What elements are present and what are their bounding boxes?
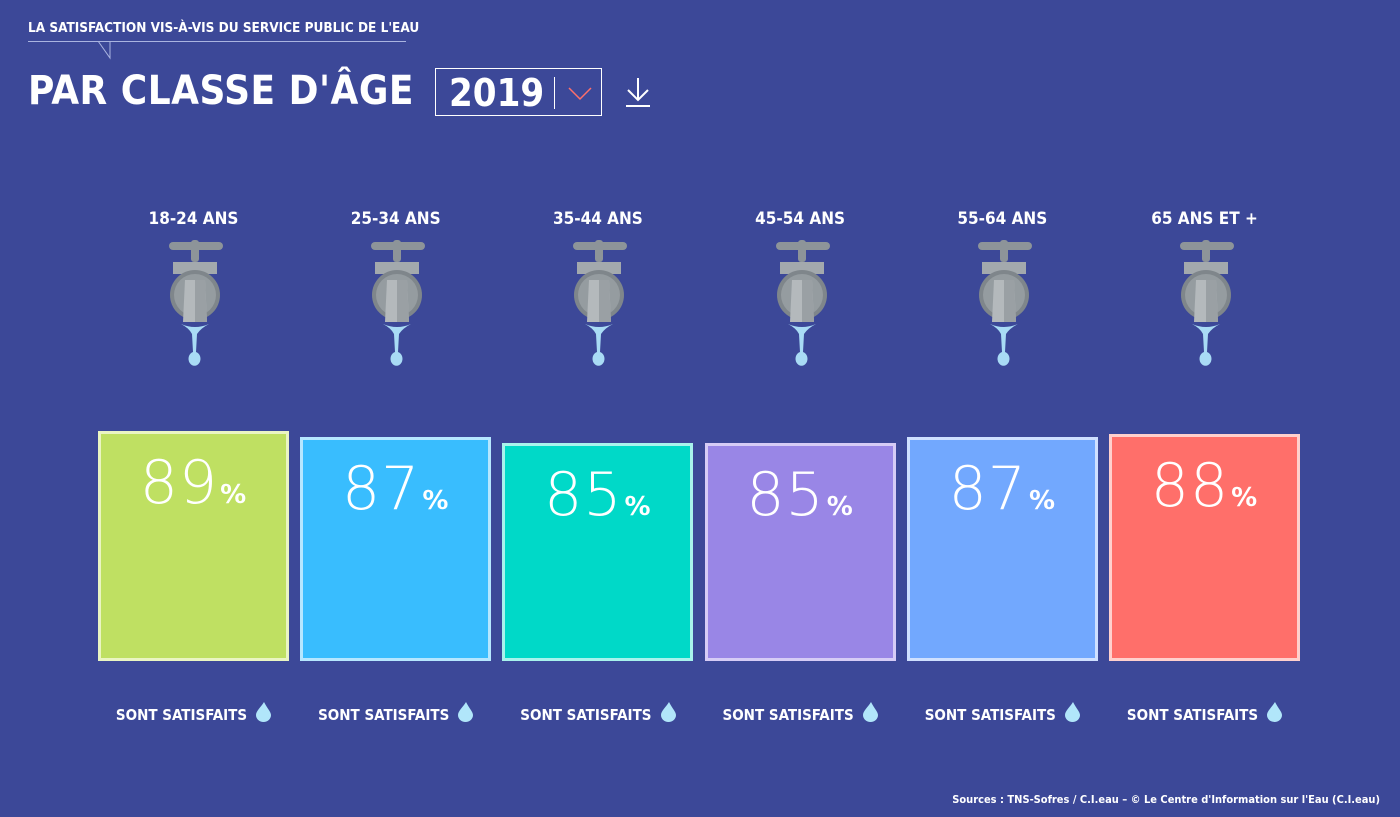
- age-label: 25-34 ANS: [350, 209, 441, 229]
- download-icon[interactable]: [624, 76, 652, 108]
- bar-value-label: 87%: [910, 454, 1095, 524]
- label-text: SONT SATISFAITS: [1126, 706, 1259, 724]
- select-divider: [554, 77, 555, 109]
- kicker: LA SATISFACTION VIS-À-VIS DU SERVICE PUB…: [28, 20, 420, 36]
- label-text: SONT SATISFAITS: [520, 706, 652, 724]
- unit: %: [220, 480, 248, 510]
- value: 87: [948, 454, 1027, 524]
- bar-value-label: 88%: [1112, 451, 1297, 521]
- faucet-icon: [772, 240, 832, 379]
- year-value: 2019: [449, 71, 545, 115]
- water-drop-icon: [247, 702, 272, 724]
- satisfied-label: SONT SATISFAITS: [98, 702, 289, 724]
- label-text: SONT SATISFAITS: [722, 706, 854, 724]
- unit: %: [624, 492, 652, 522]
- bar-value-label: 85%: [708, 460, 893, 530]
- unit: %: [1231, 483, 1259, 513]
- faucet-icon: [974, 240, 1034, 379]
- value: 85: [544, 460, 623, 530]
- year-select[interactable]: 2019: [435, 68, 602, 116]
- age-label: 45-54 ANS: [755, 209, 846, 229]
- age-label: 35-44 ANS: [552, 209, 643, 229]
- unit: %: [422, 486, 450, 516]
- bar: 87%: [300, 437, 492, 661]
- water-drop-icon: [1056, 702, 1080, 724]
- label-text: SONT SATISFAITS: [924, 706, 1056, 724]
- age-label: 55-64 ANS: [957, 209, 1048, 229]
- bar: 89%: [98, 431, 289, 661]
- faucet-icon: [165, 240, 225, 379]
- value: 87: [341, 454, 421, 524]
- water-drop-icon: [1258, 702, 1283, 724]
- source-note: Sources : TNS-Sofres / C.I.eau – © Le Ce…: [952, 793, 1380, 806]
- satisfied-label: SONT SATISFAITS: [502, 702, 693, 724]
- kicker-underline: [28, 41, 406, 60]
- satisfied-label: SONT SATISFAITS: [705, 702, 896, 724]
- satisfied-label: SONT SATISFAITS: [1109, 702, 1300, 724]
- value: 89: [139, 448, 219, 518]
- satisfied-label: SONT SATISFAITS: [907, 702, 1098, 724]
- satisfied-label: SONT SATISFAITS: [300, 702, 491, 724]
- faucet-icon: [367, 240, 427, 379]
- label-text: SONT SATISFAITS: [318, 706, 450, 724]
- bar: 85%: [704, 443, 896, 661]
- bar-value-label: 87%: [303, 454, 488, 524]
- water-drop-icon: [854, 702, 878, 724]
- bar: 87%: [906, 437, 1098, 661]
- value: 88: [1150, 451, 1230, 521]
- unit: %: [1028, 486, 1056, 516]
- age-label: 65 ANS ET +: [1151, 209, 1258, 229]
- water-drop-icon: [652, 702, 676, 724]
- bar-value-label: 85%: [505, 460, 690, 530]
- bar-value-label: 89%: [101, 448, 286, 518]
- chevron-down-icon: [568, 87, 592, 101]
- label-text: SONT SATISFAITS: [115, 706, 248, 724]
- age-label: 18-24 ANS: [148, 209, 239, 229]
- faucet-icon: [569, 240, 629, 379]
- faucet-icon: [1176, 240, 1236, 379]
- water-drop-icon: [449, 702, 474, 724]
- page-title: PAR CLASSE D'ÂGE: [28, 68, 414, 114]
- bar: 85%: [502, 443, 694, 661]
- unit: %: [826, 492, 854, 522]
- value: 85: [746, 460, 825, 530]
- bar: 88%: [1109, 434, 1300, 661]
